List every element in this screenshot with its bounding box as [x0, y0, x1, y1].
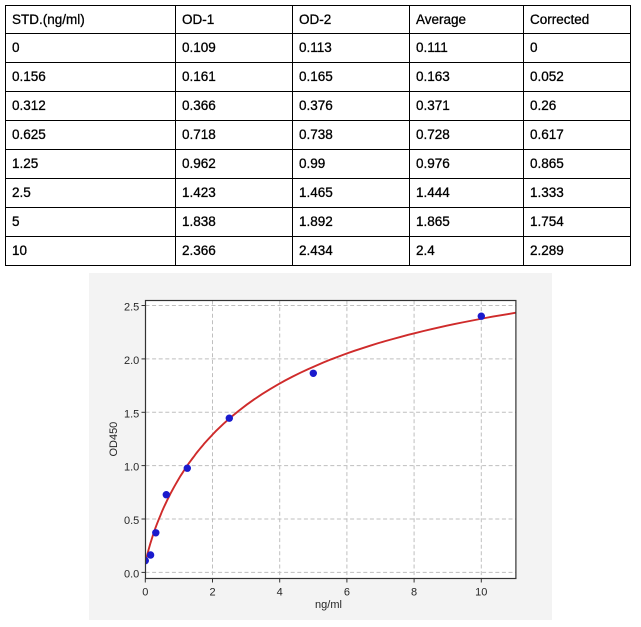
svg-text:10: 10	[475, 586, 487, 598]
svg-text:2.5: 2.5	[124, 301, 139, 313]
svg-text:1.0: 1.0	[124, 461, 139, 473]
svg-text:6: 6	[344, 586, 350, 598]
svg-text:2.0: 2.0	[124, 355, 139, 367]
svg-text:2: 2	[209, 586, 215, 598]
svg-text:0.5: 0.5	[124, 515, 139, 527]
svg-text:0: 0	[142, 586, 148, 598]
svg-text:1.5: 1.5	[124, 408, 139, 420]
svg-text:ng/ml: ng/ml	[315, 599, 342, 611]
svg-text:OD450: OD450	[107, 422, 119, 457]
svg-text:8: 8	[411, 586, 417, 598]
svg-text:4: 4	[276, 586, 282, 598]
svg-text:0.0: 0.0	[124, 568, 139, 580]
